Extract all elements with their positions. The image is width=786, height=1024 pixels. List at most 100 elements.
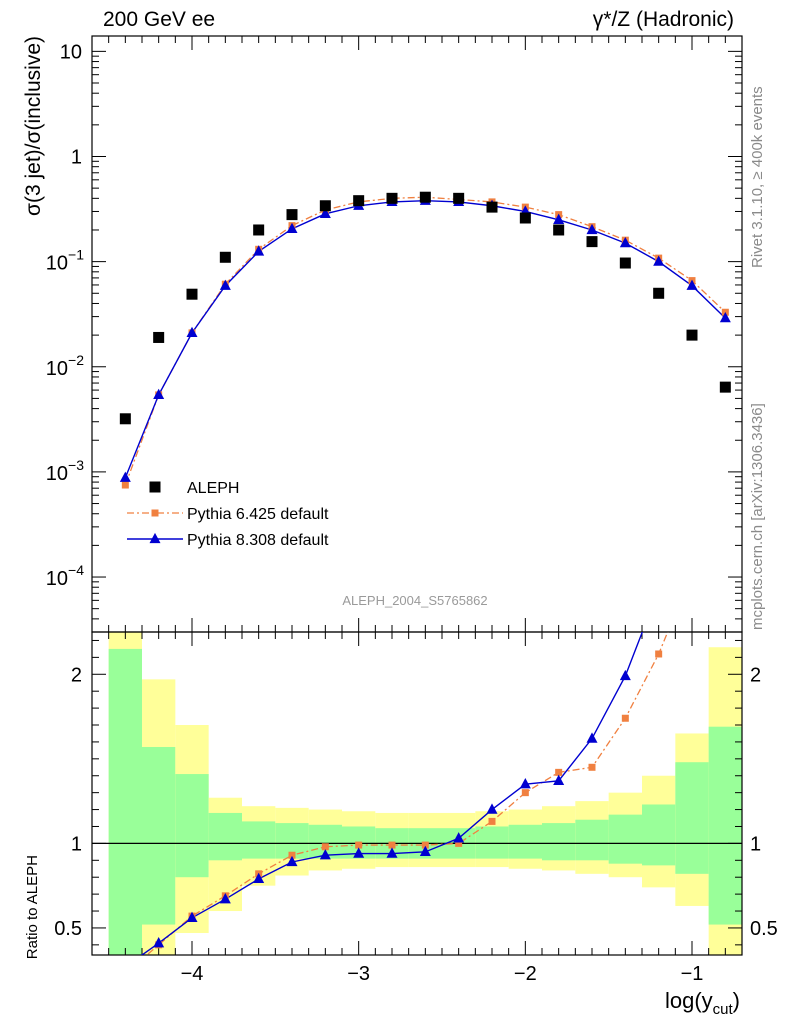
x-tick-label: −1 bbox=[681, 963, 704, 985]
legend-aleph-marker bbox=[149, 481, 161, 493]
aleph-point bbox=[619, 257, 631, 269]
pythia8-ratio-point bbox=[186, 911, 198, 922]
x-axis-label: log(ycut) bbox=[665, 988, 740, 1018]
y-tick-base: 10 bbox=[46, 358, 68, 380]
main-y-tick-label: 10−4 bbox=[46, 562, 84, 590]
pythia8-ratio-point bbox=[120, 961, 131, 971]
band-inner-bin bbox=[542, 823, 576, 861]
ratio-bands bbox=[108, 632, 742, 955]
ratio-y-tick-label: 0.5 bbox=[54, 918, 82, 940]
pythia8-point bbox=[586, 223, 598, 235]
pythia8-point bbox=[653, 255, 665, 266]
band-inner-bin bbox=[142, 746, 176, 925]
aleph-point bbox=[353, 195, 365, 207]
aleph-point bbox=[219, 251, 231, 263]
pythia8-point bbox=[219, 279, 231, 290]
pythia8-point bbox=[319, 207, 331, 218]
pythia6-ratio-point bbox=[355, 841, 363, 849]
pythia6-ratio-point bbox=[388, 841, 396, 849]
x-axis-label-subscript: cut bbox=[713, 1001, 734, 1018]
band-inner-bin bbox=[608, 814, 642, 864]
pythia8-point bbox=[553, 213, 565, 224]
ratio-y-tick-label: 2 bbox=[71, 664, 82, 686]
aleph-point bbox=[686, 329, 698, 341]
main-y-tick-label: 10−2 bbox=[46, 352, 84, 380]
band-inner-bin bbox=[175, 774, 209, 878]
band-inner-bin bbox=[675, 762, 709, 874]
pythia6-point bbox=[121, 481, 129, 489]
legend-pythia8-marker bbox=[149, 532, 161, 544]
pythia8-ratio-point bbox=[519, 778, 531, 789]
pythia8-ratio-point bbox=[353, 847, 365, 858]
aleph-point bbox=[419, 191, 431, 203]
aleph-point bbox=[119, 413, 131, 425]
pythia6-ratio-point bbox=[555, 768, 563, 776]
pythia6-ratio-point bbox=[621, 714, 629, 722]
aleph-point bbox=[286, 209, 298, 221]
band-inner-bin bbox=[242, 821, 276, 859]
band-inner-bin bbox=[508, 824, 542, 859]
ratio-y-tick-label-right: 0.5 bbox=[750, 918, 778, 940]
pythia6-ratio-point bbox=[521, 789, 529, 797]
legend-label: Pythia 6.425 default bbox=[187, 506, 329, 523]
pythia8-ratio-point bbox=[687, 516, 698, 526]
pythia6-ratio-point bbox=[421, 841, 429, 849]
header-left: 200 GeV ee bbox=[103, 8, 216, 31]
aleph-point bbox=[553, 224, 565, 236]
pythia8-point bbox=[153, 388, 165, 400]
main-series-group bbox=[119, 191, 731, 489]
y-tick-base: 10 bbox=[46, 568, 68, 590]
x-tick-label: −3 bbox=[347, 963, 370, 985]
main-y-tick-label: 10 bbox=[60, 41, 82, 63]
x-axis-label-close: ) bbox=[733, 988, 740, 1013]
aleph-point bbox=[719, 381, 731, 393]
pythia6-ratio-point bbox=[722, 519, 729, 526]
pythia8-ratio-point bbox=[319, 849, 331, 860]
aleph-point bbox=[453, 192, 465, 204]
aleph-point bbox=[186, 288, 198, 300]
pythia6-ratio-point bbox=[321, 843, 329, 851]
pythia8-point bbox=[719, 312, 731, 323]
pythia6-ratio-point bbox=[455, 839, 463, 847]
band-inner-bin bbox=[208, 812, 242, 861]
header-right: γ*/Z (Hadronic) bbox=[592, 8, 734, 31]
y-tick-exponent: −1 bbox=[68, 247, 84, 263]
ratio-plot-frame bbox=[91, 631, 743, 956]
legend-label: ALEPH bbox=[187, 480, 239, 497]
pythia8-ratio-point bbox=[553, 774, 565, 785]
pythia8-point bbox=[253, 245, 265, 256]
main-y-tick-label: 10−1 bbox=[46, 247, 84, 275]
pythia8-line bbox=[124, 199, 726, 478]
pythia8-ratio-point bbox=[486, 803, 498, 814]
pythia8-ratio-point bbox=[586, 732, 598, 743]
y-tick-base: 10 bbox=[46, 463, 68, 485]
pythia8-point bbox=[186, 326, 198, 338]
aleph-point bbox=[153, 331, 165, 343]
main-y-tick-label: 1 bbox=[71, 146, 82, 168]
aleph-point bbox=[319, 200, 331, 212]
ratio-series-group bbox=[120, 516, 729, 977]
pythia6-ratio-point bbox=[655, 650, 663, 658]
pythia8-ratio-point bbox=[153, 937, 165, 948]
pythia8-ratio-point bbox=[453, 832, 465, 843]
pythia8-ratio-point bbox=[286, 855, 298, 867]
ratio-y-axis-label: Ratio to ALEPH bbox=[24, 855, 41, 959]
aleph-point bbox=[486, 201, 498, 213]
x-tick-label: −4 bbox=[181, 963, 204, 985]
legend-pythia6-marker bbox=[151, 509, 159, 517]
main-y-tick-label: 10−3 bbox=[46, 457, 84, 485]
pythia8-ratio-point bbox=[253, 872, 265, 884]
main-y-axis-label: σ(3 jet)/σ(inclusive) bbox=[22, 36, 45, 216]
legend-label: Pythia 8.308 default bbox=[187, 532, 329, 549]
pythia6-line bbox=[124, 196, 726, 486]
ratio-y-tick-label-right: 1 bbox=[750, 833, 761, 855]
pythia8-ratio-point bbox=[619, 669, 631, 681]
pythia8-point bbox=[686, 279, 698, 290]
pythia8-ratio-point bbox=[419, 845, 431, 857]
pythia8-ratio-point bbox=[386, 847, 398, 858]
ratio-y-tick-label-right: 2 bbox=[750, 664, 761, 686]
pythia8-point bbox=[119, 471, 131, 482]
pythia8-ratio-point bbox=[219, 893, 231, 904]
pythia6-ratio-point bbox=[122, 970, 129, 977]
pythia8-point bbox=[286, 222, 298, 234]
